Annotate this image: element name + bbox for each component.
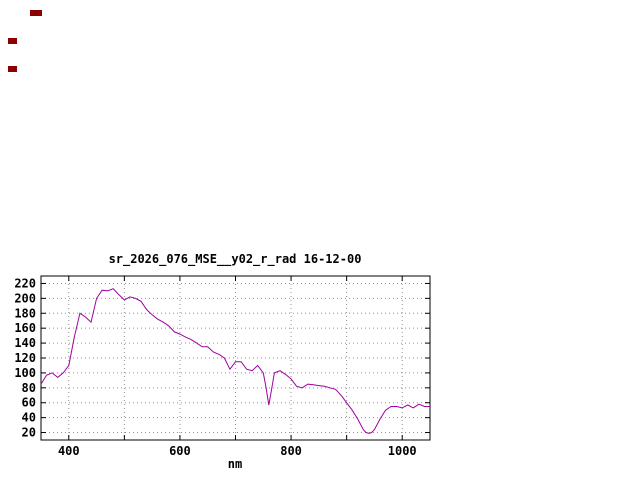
x-tick-label: 1000 (388, 444, 417, 458)
y-tick-label: 40 (22, 411, 36, 425)
y-tick-label: 140 (14, 336, 36, 350)
y-tick-label: 180 (14, 306, 36, 320)
x-tick-label: 400 (58, 444, 80, 458)
x-tick-label: 600 (169, 444, 191, 458)
y-tick-label: 80 (22, 381, 36, 395)
y-tick-label: 100 (14, 366, 36, 380)
y-tick-label: 200 (14, 291, 36, 305)
stray-mark (8, 38, 17, 44)
y-tick-label: 120 (14, 351, 36, 365)
stray-mark (8, 66, 17, 72)
chart-title: sr_2026_076_MSE__y02_r_rad 16-12-00 (109, 252, 362, 267)
x-tick-label: 800 (280, 444, 302, 458)
y-tick-label: 20 (22, 426, 36, 440)
y-tick-label: 160 (14, 321, 36, 335)
stray-mark (30, 10, 42, 16)
y-tick-label: 220 (14, 276, 36, 290)
x-axis-label: nm (228, 457, 242, 471)
spectrum-line (40, 288, 430, 434)
y-tick-label: 60 (22, 396, 36, 410)
